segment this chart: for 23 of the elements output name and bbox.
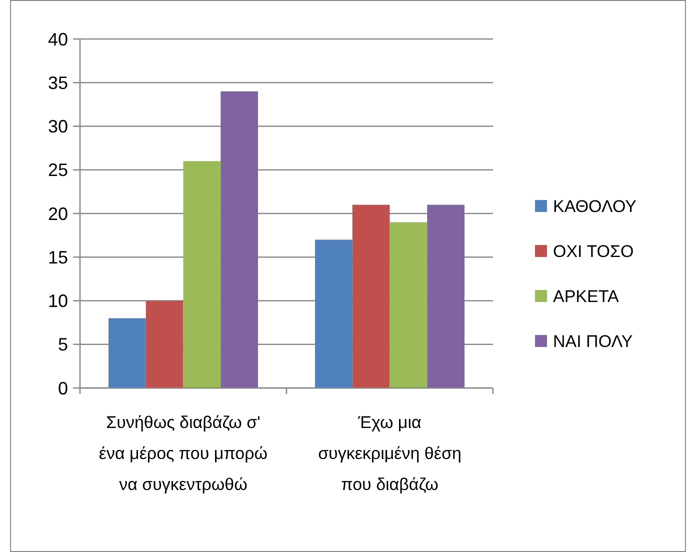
- y-tick-label: 10: [48, 291, 68, 312]
- y-tick-label: 30: [48, 116, 68, 137]
- bar: [352, 204, 390, 388]
- y-tick-label: 35: [48, 72, 68, 93]
- y-tick-label: 25: [48, 160, 68, 180]
- y-tick-label: 0: [58, 378, 68, 398]
- legend-label: ΑΡΚΕΤΑ: [553, 286, 620, 306]
- bar: [390, 222, 428, 388]
- legend-label: ΝΑΙ ΠΟΛΥ: [553, 332, 633, 351]
- bar: [146, 300, 184, 388]
- legend-label: ΟΧΙ ΤΟΣΟ: [553, 242, 634, 261]
- bar: [427, 204, 465, 388]
- bar: [108, 318, 146, 388]
- bar: [183, 161, 221, 388]
- bar: [314, 240, 352, 388]
- y-tick-label: 20: [48, 204, 68, 224]
- x-tick-label: Έχω μια συγκεκριμένη θέση που διαβάζω: [318, 413, 462, 494]
- legend-label: ΚΑΘΟΛΟΥ: [553, 196, 636, 216]
- y-tick-label: 5: [58, 334, 68, 355]
- x-tick-label: Συνήθως διαβάζω σ' ένα μέρος που μπορώ να συγκεντρωθώ: [98, 413, 268, 494]
- y-tick-label: 40: [48, 29, 68, 50]
- y-tick-label: 15: [48, 247, 68, 268]
- bar: [220, 91, 258, 388]
